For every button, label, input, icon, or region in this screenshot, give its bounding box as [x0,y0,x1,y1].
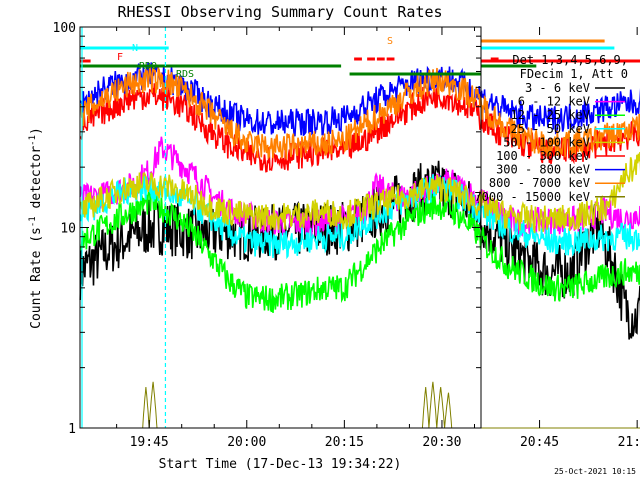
flag-label-rds: RDS [176,69,194,80]
legend-label-2: 12 - 25 keV [511,108,590,122]
x-tick-label: 20:45 [520,435,559,450]
y-axis-label: Count Rate (s-1 detector-1) [28,127,44,329]
series-line-4 [79,152,640,234]
y-axis-label-mid: detector [29,146,44,217]
legend-label-7: 800 - 7000 keV [489,176,590,190]
series-layer [79,62,640,429]
x-axis-label: Start Time (17-Dec-13 19:34:22) [159,457,402,472]
y-tick-label: 10 [60,222,76,237]
series-line-8 [80,381,640,429]
y-axis-label-sup2: -1 [28,135,38,146]
series-line-7 [79,65,640,160]
y-axis-label-main: Count Rate (s [29,227,44,329]
legend-label-1: 6 - 12 keV [518,95,590,109]
timestamp: 25-Oct-2021 10:15 [554,467,636,476]
x-tick-label: 20:15 [325,435,364,450]
legend-header-2: FDecim 1, Att 0 [520,67,628,81]
y-tick-label: 1 [68,422,76,437]
flag-label-f: F [117,52,123,63]
y-tick-label: 100 [53,21,76,36]
legend-label-5: 100 - 300 keV [496,149,590,163]
y-axis-label-sup1: -1 [28,216,38,227]
x-tick-label: 21:00 [618,435,640,450]
y-axis-label-end: ) [29,127,44,135]
flag-label-s: S [387,36,393,47]
legend-label-6: 300 - 800 keV [496,163,590,177]
legend-label-3: 25 - 50 keV [511,122,590,136]
series-line-6 [79,62,640,137]
axes: 1 10 100 19:45 20:00 20:15 20:30 20:45 21:00 [53,21,640,450]
legend: Det 1,3,4,5,6,9, FDecim 1, Att 0 3 - 6 k… [474,53,628,204]
x-tick-label: 20:30 [422,435,461,450]
series-line-2 [79,187,640,313]
legend-label-8: 7000 - 15000 keV [474,190,590,204]
legend-label-0: 3 - 6 keV [525,81,590,95]
legend-label-4: 50 - 100 keV [503,135,590,149]
flag-label-n: N [132,43,138,54]
x-tick-label: 20:00 [227,435,266,450]
x-tick-label: 19:45 [130,435,169,450]
chart-title: RHESSI Observing Summary Count Rates [117,3,442,21]
flag-label-rdo: RDO [139,61,157,72]
legend-header-1: Det 1,3,4,5,6,9, [512,53,628,67]
